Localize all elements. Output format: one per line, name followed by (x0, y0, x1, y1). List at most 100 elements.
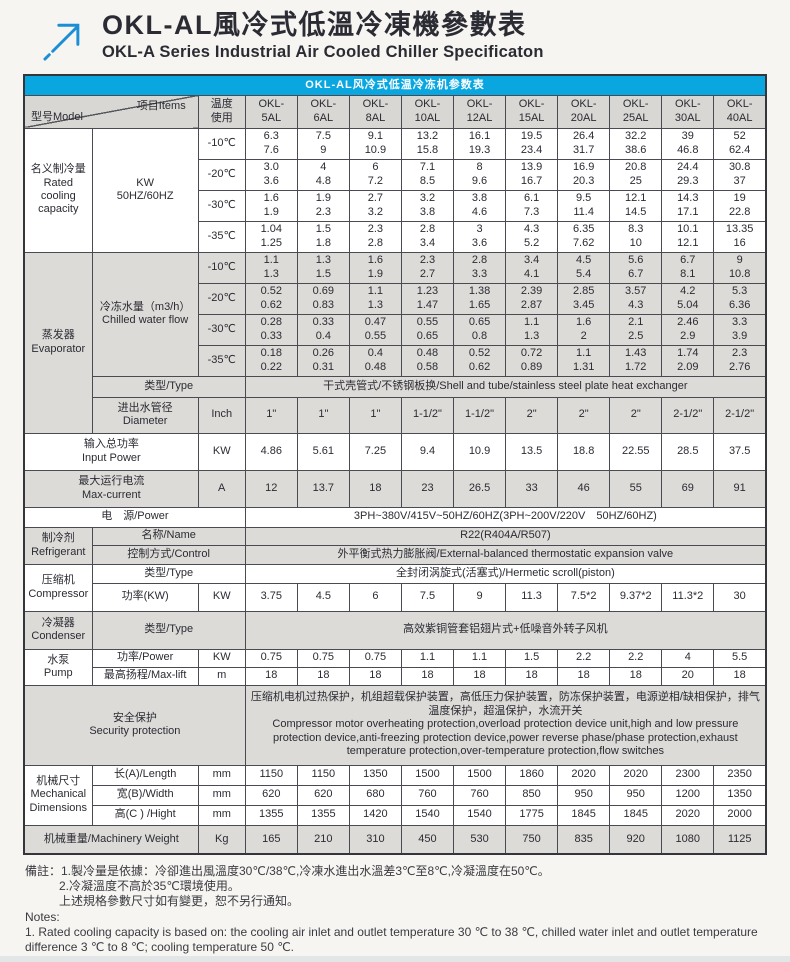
security-protection-value: 压缩机电机过热保护，机组超载保护装置，高低压力保护装置，防冻保护装置，电源逆相/… (244, 684, 767, 766)
row-evap-flow-30-cell: 1.6 2 (557, 313, 611, 346)
row-compressor-power-cell: 6 (348, 582, 402, 612)
row-evap-flow-20-cell: 0.52 0.62 (244, 282, 298, 315)
row-evap-flow-20-cell: 3.57 4.3 (609, 282, 663, 315)
row-cooling-10-cell: 32.2 38.6 (609, 127, 663, 160)
row-evap-flow-20: -20℃ 0.52 0.62 0.69 0.83 1.1 1.3 1.23 1.47 1.… (24, 282, 767, 315)
row-dim-length-cell: mm (197, 764, 246, 786)
note-line-4: Notes: (25, 909, 60, 924)
row-dim-length-cell: 2300 (661, 764, 715, 786)
row-weight-cell: 1080 (661, 824, 715, 855)
row-evap-flow-10-cell: -10℃ (197, 251, 246, 284)
row-dim-width-cell: 620 (296, 784, 350, 806)
notes-block: 備註：1.製冷量是依據：冷卻進出風溫度30℃/38℃,冷凍水進出水溫差3℃至8℃… (25, 864, 773, 955)
row-max-current-cell: 23 (400, 469, 455, 508)
row-security: 安全保护 Security protection 压缩机电机过热保护，机组超载保护… (23, 684, 767, 766)
diameter-label: 进出水管径 Diameter (91, 396, 199, 434)
row-dim-width-cell: 950 (609, 784, 663, 806)
row-pump-power-cell: 4 (661, 648, 715, 668)
row-evap-flow-20-cell: 2.85 3.45 (557, 282, 611, 315)
row-pump-lift: 最高扬程/Max-lift m 18 18 18 18 18 18 18 18 20 18 (24, 666, 767, 686)
row-evap-flow-35-cell: 1.74 2.09 (661, 344, 715, 377)
row-dim-length: 机械尺寸 Mechanical Dimensions 长(A)/Length mm 1… (23, 764, 767, 826)
row-cooling-10-cell: 9.1 10.9 (348, 127, 402, 160)
row-cooling-10-cell: 19.5 23.4 (505, 127, 559, 160)
row-diameter-cell: 1" (296, 396, 350, 434)
corner-header-cell: 型号Model 项目Items (23, 94, 199, 129)
page-bottom-strip (0, 956, 790, 962)
model-header-5al: OKL- 5AL (244, 94, 298, 129)
cooling-unit: KW 50HZ/60HZ (91, 127, 199, 253)
row-refrigerant-control: 控制方式/Control 外平衡式热力膨胀阀/External-balanced … (24, 544, 767, 565)
width-label: 宽(B)/Width (91, 784, 199, 806)
row-cooling-30-cell: 12.1 14.5 (609, 189, 663, 222)
row-cooling-35-cell: 2.3 2.8 (348, 220, 402, 253)
row-input-power-cell: 9.4 (400, 432, 455, 471)
row-dim-length-cell: 1860 (505, 764, 559, 786)
row-diameter-cell: 2" (505, 396, 559, 434)
row-cooling-35-cell: -35℃ (197, 220, 246, 253)
row-pump-power-cell: 2.2 (557, 648, 611, 668)
row-diameter: 进出水管径 Diameter Inch 1" 1" 1" 1-1/2" 1-1/2" 2" 2"… (24, 396, 767, 434)
row-evap-flow-30-cell: 0.55 0.65 (400, 313, 455, 346)
row-cooling-35-cell: 4.3 5.2 (505, 220, 559, 253)
row-cooling-20-cell: 8 9.6 (452, 158, 507, 191)
row-pump-power-cell: 2.2 (609, 648, 663, 668)
row-input-power-cell: 5.61 (296, 432, 350, 471)
row-dim-height-cell: 1355 (296, 804, 350, 826)
length-label: 长(A)/Length (91, 764, 199, 786)
document-header: OKL-AL風冷式低溫冷凍機參數表 OKL-A Series Industria… (0, 0, 790, 68)
row-input-power: 输入总功率 Input Power KW 4.86 5.61 7.25 9.4 10.9 13… (23, 432, 767, 471)
row-evap-flow-30-cell: -30℃ (197, 313, 246, 346)
row-input-power-cell: 4.86 (244, 432, 298, 471)
row-cooling-20-cell: 30.8 37 (713, 158, 767, 191)
row-cooling-10-cell: 39 46.8 (661, 127, 715, 160)
arrow-up-right-icon (38, 12, 90, 68)
row-evap-flow-30-cell: 0.33 0.4 (296, 313, 350, 346)
row-evap-flow-10-cell: 4.5 5.4 (557, 251, 611, 284)
row-pump-lift-cell: 18 (557, 666, 611, 686)
row-dim-height-cell: 1540 (400, 804, 455, 826)
row-pump-power-cell: 0.75 (348, 648, 402, 668)
row-cooling-35-cell: 3 3.6 (452, 220, 507, 253)
page-title-zh: OKL-AL風冷式低溫冷凍機參數表 (102, 10, 527, 40)
row-diameter-cell: 1" (348, 396, 402, 434)
row-dim-width-cell: 950 (557, 784, 611, 806)
pump-lift-label: 最高扬程/Max-lift (91, 666, 199, 686)
spec-table-body: OKL-AL风冷式低温冷冻机参数表 型号Model 项目Items 温度 使用 OKL-… (23, 74, 767, 855)
row-compressor-power-cell: KW (197, 582, 246, 612)
note-line-5: 1. Rated cooling capacity is based on: t… (25, 924, 758, 955)
row-input-power-cell: 10.9 (452, 432, 507, 471)
compressor-type-value: 全封闭涡旋式(活塞式)/Hermetic scroll(piston) (244, 563, 767, 584)
temp-usage-header: 温度 使用 (197, 94, 246, 129)
row-compressor-power-cell: 7.5*2 (557, 582, 611, 612)
row-evap-flow-30-cell: 0.47 0.55 (348, 313, 402, 346)
row-cooling-30-cell: 19 22.8 (713, 189, 767, 222)
row-dim-width-cell: 1350 (713, 784, 767, 806)
row-max-current-cell: 33 (505, 469, 559, 508)
row-dim-length-cell: 1500 (452, 764, 507, 786)
corner-model-label: 型号Model (31, 111, 83, 124)
row-evap-flow-10-cell: 1.1 1.3 (244, 251, 298, 284)
row-dim-height-cell: 2020 (661, 804, 715, 826)
row-diameter-cell: 1" (244, 396, 298, 434)
note-line-2: 2.冷凝溫度不高於35℃環境使用。 (59, 879, 240, 894)
row-pump-power: 水泵 Pump 功率/Power KW 0.75 0.75 0.75 1.1 1.1 1.5 2.… (23, 648, 767, 686)
row-dim-height-cell: 1355 (244, 804, 298, 826)
title-block: OKL-AL風冷式低溫冷凍機參數表 OKL-A Series Industria… (102, 10, 544, 62)
power-supply-label: 电 源/Power (23, 506, 246, 528)
section-condenser: 冷凝器 Condenser (23, 610, 93, 650)
row-compressor-power-cell: 9 (452, 582, 507, 612)
row-pump-lift-cell: 18 (348, 666, 402, 686)
caption-row: OKL-AL风冷式低温冷冻机参数表 (23, 74, 767, 96)
row-dim-width-cell: 1200 (661, 784, 715, 806)
row-refrigerant-name: 制冷剂 Refrigerant 名称/Name R22(R404A/R507) (23, 526, 767, 565)
row-cooling-30-cell: 1.6 1.9 (244, 189, 298, 222)
row-cooling-20-cell: 20.8 25 (609, 158, 663, 191)
row-evap-flow-35-cell: 1.1 1.31 (557, 344, 611, 377)
row-cooling-10-cell: 7.5 9 (296, 127, 350, 160)
row-weight-cell: 210 (296, 824, 350, 855)
row-evap-flow-20-cell: 5.3 6.36 (713, 282, 767, 315)
row-max-current-cell: A (197, 469, 246, 508)
refrigerant-name-label: 名称/Name (91, 526, 246, 546)
condenser-type-value: 高效紫铜管套铝翅片式+低噪音外转子风机 (244, 610, 767, 650)
